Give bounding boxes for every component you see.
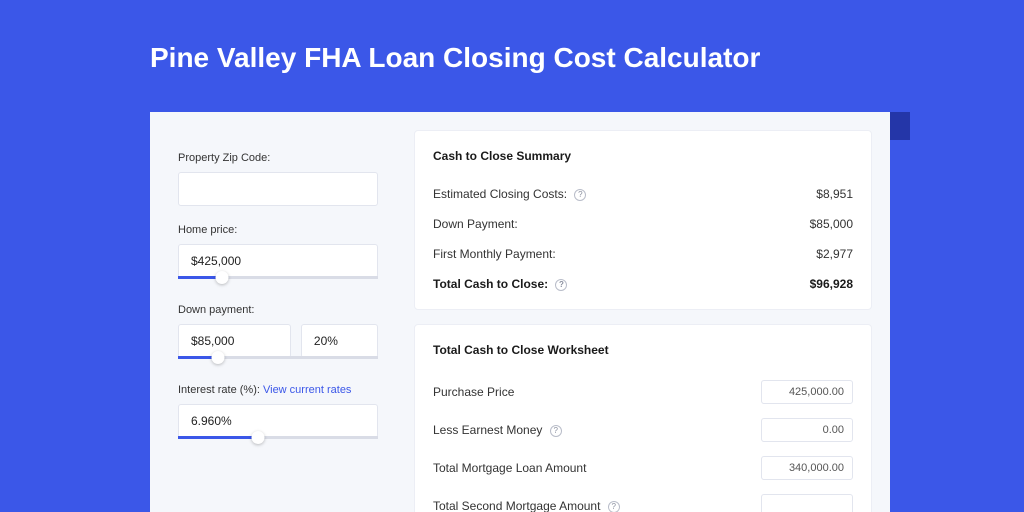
help-icon[interactable]: ? [550,425,562,437]
summary-row-label: Estimated Closing Costs: ? [433,187,586,201]
worksheet-row-label: Purchase Price [433,385,514,399]
home-price-field: Home price: [178,224,378,286]
summary-title: Cash to Close Summary [433,149,853,163]
interest-slider[interactable] [178,436,378,446]
zip-input[interactable] [178,172,378,206]
summary-row: Estimated Closing Costs: ? $8,951 [433,179,853,209]
summary-card: Cash to Close Summary Estimated Closing … [414,130,872,310]
summary-row-value: $96,928 [810,277,853,291]
slider-fill [178,436,258,439]
down-payment-input[interactable] [178,324,291,358]
help-icon[interactable]: ? [608,501,620,512]
summary-row: Down Payment: $85,000 [433,209,853,239]
interest-input[interactable] [178,404,378,438]
view-rates-link[interactable]: View current rates [263,384,351,396]
down-payment-slider[interactable] [178,356,378,366]
worksheet-title: Total Cash to Close Worksheet [433,343,853,357]
down-payment-label: Down payment: [178,304,378,316]
interest-field: Interest rate (%): View current rates [178,384,378,446]
slider-thumb[interactable] [216,271,229,284]
worksheet-row-input[interactable] [761,418,853,442]
worksheet-row-label: Less Earnest Money ? [433,423,562,437]
worksheet-row-label: Total Mortgage Loan Amount [433,461,586,475]
worksheet-row: Purchase Price [433,373,853,411]
summary-row: Total Cash to Close: ? $96,928 [433,269,853,299]
worksheet-row-input[interactable] [761,494,853,512]
worksheet-row-label: Total Second Mortgage Amount ? [433,499,620,512]
home-price-label: Home price: [178,224,378,236]
page-title: Pine Valley FHA Loan Closing Cost Calcul… [0,0,1024,96]
worksheet-row: Total Second Mortgage Amount ? [433,487,853,512]
interest-label-text: Interest rate (%): [178,384,263,396]
summary-row-value: $8,951 [816,187,853,201]
worksheet-row: Less Earnest Money ? [433,411,853,449]
worksheet-row-input[interactable] [761,380,853,404]
interest-label: Interest rate (%): View current rates [178,384,378,396]
help-icon[interactable]: ? [574,189,586,201]
help-icon[interactable]: ? [555,279,567,291]
down-payment-field: Down payment: [178,304,378,366]
calculator-panel: Property Zip Code: Home price: Down paym… [150,112,890,512]
form-panel: Property Zip Code: Home price: Down paym… [150,112,400,512]
summary-row-label: Down Payment: [433,217,518,231]
worksheet-row-input[interactable] [761,456,853,480]
zip-field: Property Zip Code: [178,152,378,206]
summary-row-value: $85,000 [810,217,853,231]
home-price-input[interactable] [178,244,378,278]
home-price-slider[interactable] [178,276,378,286]
worksheet-row: Total Mortgage Loan Amount [433,449,853,487]
summary-row: First Monthly Payment: $2,977 [433,239,853,269]
zip-label: Property Zip Code: [178,152,378,164]
results-panel: Cash to Close Summary Estimated Closing … [400,112,890,512]
summary-row-value: $2,977 [816,247,853,261]
summary-row-label: Total Cash to Close: ? [433,277,567,291]
slider-thumb[interactable] [212,351,225,364]
calculator-shell: Property Zip Code: Home price: Down paym… [150,112,890,512]
slider-thumb[interactable] [252,431,265,444]
summary-row-label: First Monthly Payment: [433,247,556,261]
worksheet-card: Total Cash to Close Worksheet Purchase P… [414,324,872,512]
down-payment-pct-input[interactable] [301,324,378,358]
